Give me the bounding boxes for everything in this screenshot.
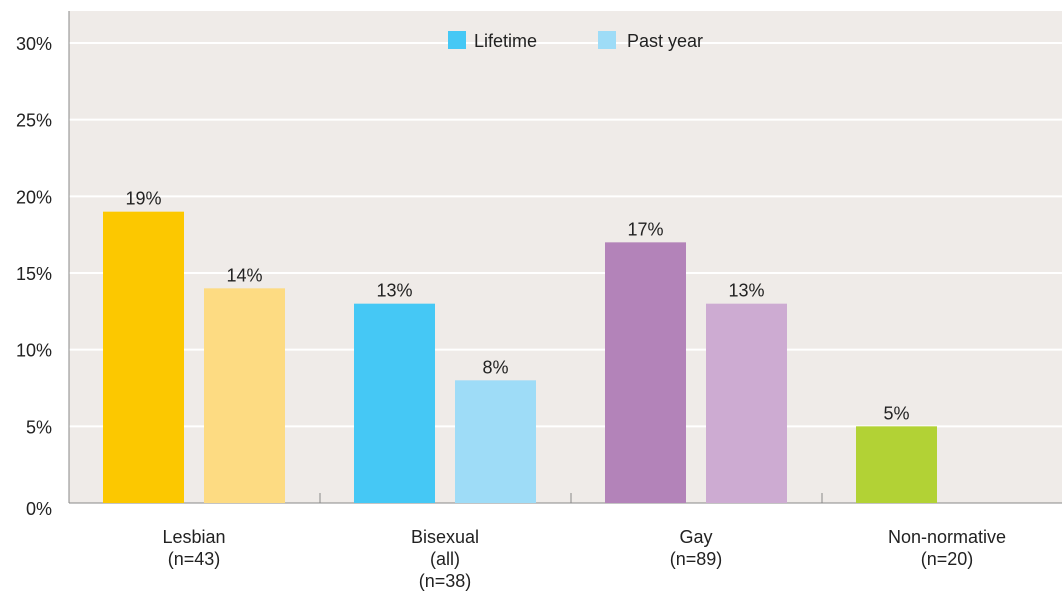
legend-swatch: [598, 31, 616, 49]
legend-label: Past year: [627, 31, 703, 51]
data-label: 17%: [627, 219, 663, 239]
category-labels: Lesbian(n=43) Bisexual(all)(n=38) Gay(n=89…: [162, 527, 1006, 591]
category-label: Lesbian: [162, 527, 225, 547]
legend-label: Lifetime: [474, 31, 537, 51]
data-label: 8%: [482, 357, 508, 377]
bar-past-year: [706, 303, 787, 503]
y-tick-label: 20%: [16, 187, 52, 207]
data-label: 5%: [883, 403, 909, 423]
category-label: (all): [430, 549, 460, 569]
data-label: 19%: [125, 189, 161, 209]
y-tick-label: 5%: [26, 417, 52, 437]
bar-past-year: [455, 380, 536, 503]
y-tick-label: 15%: [16, 264, 52, 284]
bar-lifetime: [103, 211, 184, 503]
y-tick-label: 10%: [16, 341, 52, 361]
data-label: 13%: [728, 281, 764, 301]
y-tick-labels: 0% 5% 10% 15% 20% 25% 30%: [16, 34, 52, 519]
y-tick-label: 25%: [16, 111, 52, 131]
y-tick-label: 30%: [16, 34, 52, 54]
category-label: (n=43): [168, 549, 221, 569]
bars: [103, 211, 937, 504]
y-tick-label: 0%: [26, 499, 52, 519]
data-label: 13%: [376, 281, 412, 301]
category-label: Gay: [679, 527, 712, 547]
category-label: (n=38): [419, 571, 472, 591]
data-label: 14%: [226, 265, 262, 285]
category-label: (n=20): [921, 549, 974, 569]
category-label: (n=89): [670, 549, 723, 569]
category-label: Bisexual: [411, 527, 479, 547]
category-label: Non-normative: [888, 527, 1006, 547]
bar-past-year: [204, 288, 285, 503]
bar-lifetime: [605, 242, 686, 504]
legend: Lifetime Past year: [448, 31, 703, 51]
data-labels: 19% 13% 17% 5% 14% 8% 13%: [125, 189, 909, 424]
bar-lifetime: [856, 426, 937, 503]
bar-lifetime: [354, 303, 435, 503]
legend-swatch: [448, 31, 466, 49]
